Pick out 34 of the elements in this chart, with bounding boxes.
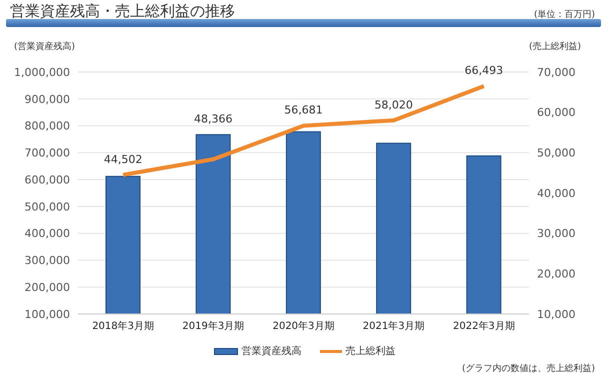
y-tick-label: 1,000,000 <box>14 66 70 79</box>
y-tick-label: 300,000 <box>24 254 70 268</box>
legend-label: 売上総利益 <box>346 344 396 358</box>
chart-title: 営業資産残高・売上総利益の推移 <box>10 2 235 21</box>
text: (単位：百万円) <box>534 8 595 21</box>
legend-label: 営業資産残高 <box>242 344 302 358</box>
y2-tick-label: 70,000 <box>537 66 576 79</box>
y-tick-label: 700,000 <box>24 146 70 160</box>
y-tick-label: 800,000 <box>24 120 70 133</box>
y-tick-label: 400,000 <box>24 227 70 240</box>
x-tick-label: 2022年3月期 <box>452 320 515 332</box>
y2-tick-label: 20,000 <box>537 268 576 281</box>
x-tick-label: 2018年3月期 <box>92 320 154 332</box>
y2-tick-label: 50,000 <box>537 146 576 160</box>
text: (グラフ内の数値は、売上総利益) <box>462 362 595 375</box>
y2-axis-title: (売上総利益) <box>528 40 581 53</box>
y-tick-label: 200,000 <box>24 281 70 294</box>
y2-tick-label: 60,000 <box>537 106 576 120</box>
y2-tick-label: 40,000 <box>537 186 576 200</box>
data-label: 66,493 <box>464 64 504 78</box>
x-tick-label: 2020年3月期 <box>272 320 334 332</box>
y2-tick-label: 30,000 <box>537 227 576 240</box>
data-label: 44,502 <box>104 152 142 166</box>
y-tick-label: 100,000 <box>24 308 70 321</box>
x-tick-label: 2021年3月期 <box>362 320 425 332</box>
y-axis-title: (営業資産残高) <box>14 40 76 53</box>
data-label: 56,681 <box>284 104 323 117</box>
data-label: 48,366 <box>194 112 233 126</box>
y-tick-label: 900,000 <box>24 92 70 106</box>
data-label: 58,020 <box>374 98 413 112</box>
y-tick-label: 500,000 <box>24 200 70 214</box>
y-tick-label: 600,000 <box>24 173 70 186</box>
y2-tick-label: 10,000 <box>537 308 576 321</box>
x-tick-label: 2019年3月期 <box>182 320 244 332</box>
